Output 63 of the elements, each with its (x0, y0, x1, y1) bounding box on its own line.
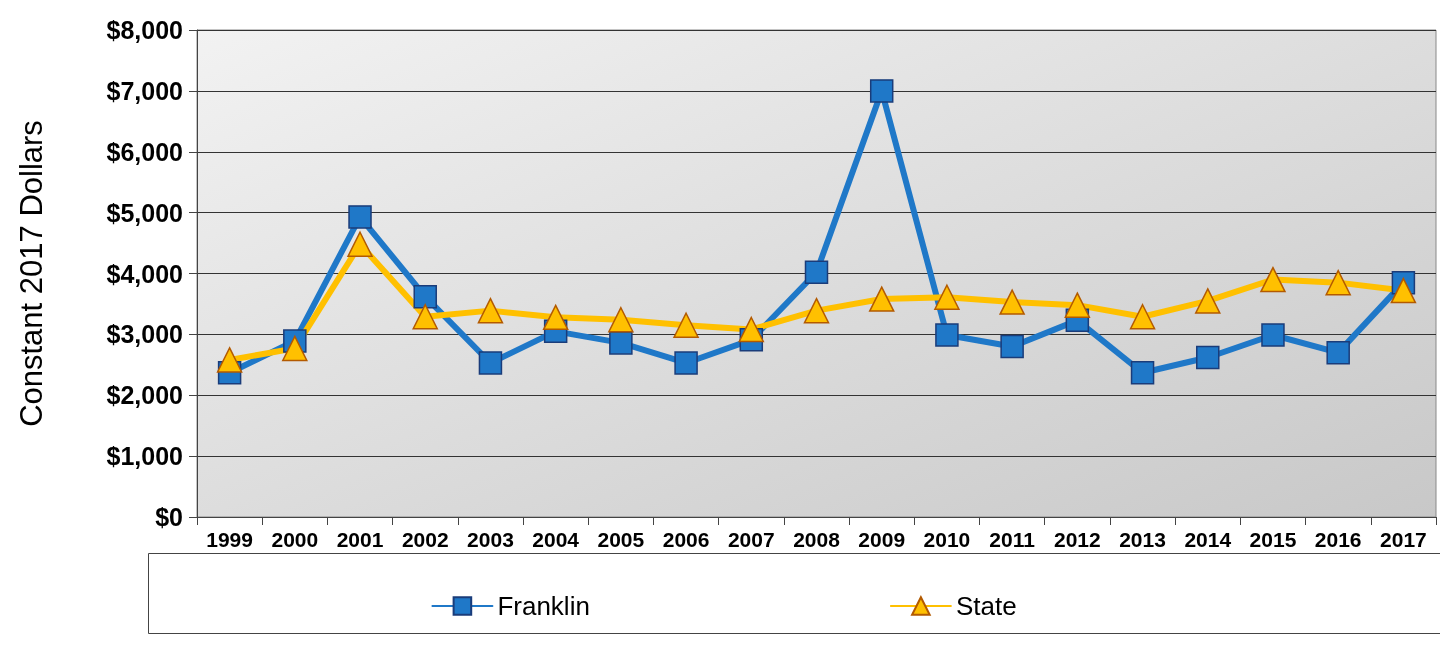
x-tick-label: 2015 (1249, 528, 1297, 551)
x-tick-label: 2012 (1053, 528, 1101, 551)
x-tick-label: 2001 (336, 528, 384, 551)
x-tick-label: 2003 (467, 528, 514, 551)
x-tick-label: 2011 (989, 528, 1036, 551)
point (1325, 269, 1351, 296)
legend-label: State (955, 591, 1017, 621)
point (1326, 340, 1350, 365)
point (935, 323, 959, 347)
point (804, 260, 829, 285)
x-tick-label: 2000 (271, 528, 319, 551)
point (542, 304, 569, 331)
x-tick-label: 2008 (793, 528, 841, 551)
y-tick-label: $5,000 (106, 198, 183, 227)
point (999, 289, 1025, 315)
point (674, 351, 698, 375)
y-tick-label: $2,000 (106, 381, 183, 410)
y-tick-label: $0 (155, 503, 183, 531)
point (1129, 303, 1156, 330)
point (413, 284, 437, 309)
point (1064, 292, 1091, 318)
y-tick-label: $1,000 (106, 442, 183, 471)
point (1130, 360, 1155, 385)
y-tick-label: $6,000 (106, 137, 183, 166)
y-tick-label: $4,000 (106, 259, 183, 288)
x-tick-label: 2014 (1184, 528, 1232, 551)
x-tick-label: 1999 (206, 528, 253, 551)
point (477, 297, 504, 324)
point (1195, 288, 1221, 314)
point (608, 307, 634, 333)
point (738, 316, 765, 343)
point (934, 284, 960, 310)
y-tick-label: $7,000 (106, 76, 183, 105)
point (1390, 277, 1417, 304)
point (1261, 323, 1285, 347)
legend-label: Franklin (497, 591, 590, 621)
point (282, 335, 308, 362)
x-tick-label: 2013 (1119, 528, 1166, 551)
point (868, 286, 895, 312)
x-tick-label: 2004 (532, 528, 580, 551)
point (803, 297, 830, 324)
x-tick-label: 2002 (401, 528, 449, 551)
point (412, 303, 438, 330)
point (869, 79, 894, 103)
y-tick-label: $3,000 (106, 320, 183, 349)
x-tick-label: 2017 (1380, 528, 1427, 551)
point (1000, 334, 1024, 359)
x-tick-label: 2006 (662, 528, 710, 551)
x-tick-label: 2007 (727, 528, 775, 551)
x-tick-label: 2009 (858, 528, 906, 551)
point (673, 312, 699, 338)
y-axis-title: Constant 2017 Dollars (14, 120, 49, 427)
point (609, 331, 633, 355)
point (478, 351, 503, 375)
point (348, 205, 372, 229)
x-tick-label: 2005 (597, 528, 645, 551)
y-tick-label: $8,000 (106, 16, 183, 44)
point (347, 231, 373, 258)
point (216, 347, 243, 373)
x-tick-label: 2010 (923, 528, 971, 551)
point (1196, 345, 1220, 370)
x-tick-label: 2016 (1314, 528, 1362, 551)
point (1260, 266, 1286, 293)
